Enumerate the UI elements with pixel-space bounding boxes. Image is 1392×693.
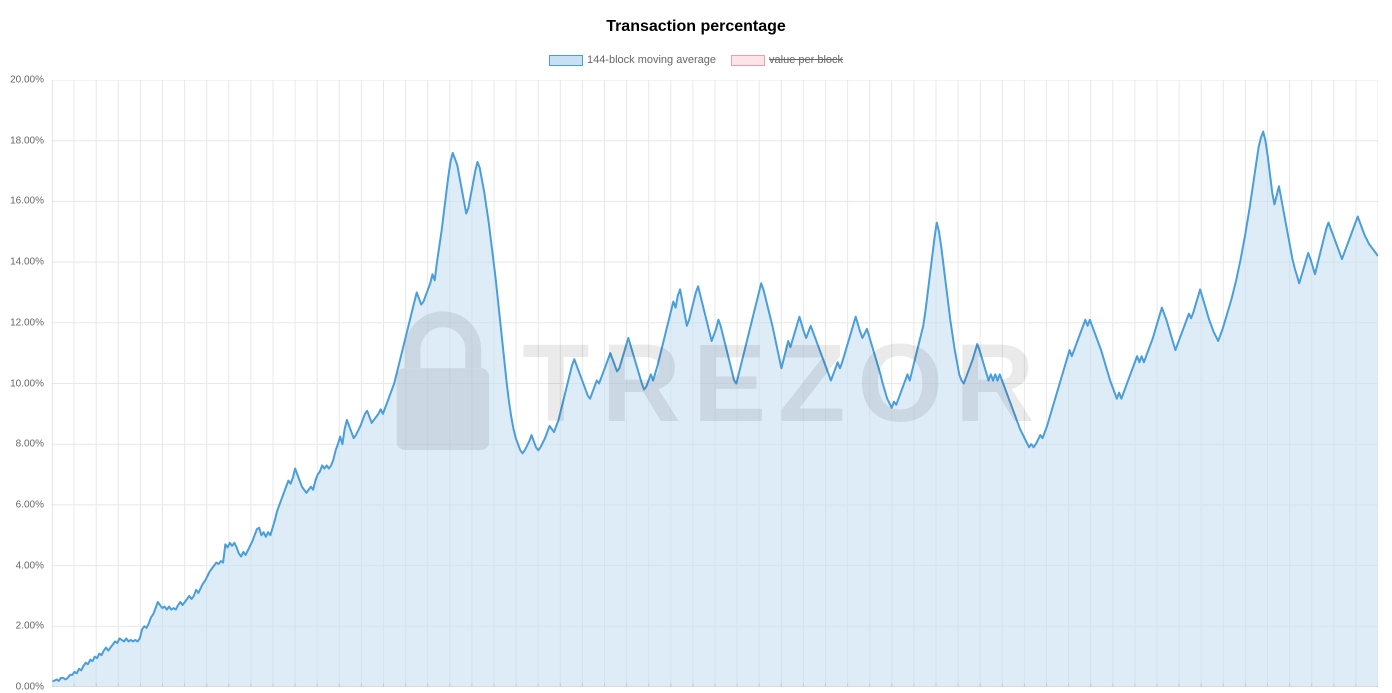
y-tick-label: 6.00% <box>16 499 44 510</box>
y-tick-label: 4.00% <box>16 560 44 571</box>
legend-item-value-per-block[interactable]: value per block <box>731 54 843 66</box>
y-tick-label: 2.00% <box>16 621 44 632</box>
y-tick-label: 0.00% <box>16 682 44 693</box>
legend-swatch <box>549 55 583 66</box>
y-tick-label: 8.00% <box>16 439 44 450</box>
chart-svg <box>52 80 1378 687</box>
chart-legend: 144-block moving average value per block <box>0 54 1392 69</box>
legend-label-disabled: value per block <box>769 54 843 66</box>
legend-label: 144-block moving average <box>587 54 716 66</box>
y-axis-labels: 0.00%2.00%4.00%6.00%8.00%10.00%12.00%14.… <box>0 80 48 687</box>
y-tick-label: 12.00% <box>10 317 44 328</box>
y-tick-label: 14.00% <box>10 257 44 268</box>
chart-container: Transaction percentage 144-block moving … <box>0 0 1392 689</box>
legend-swatch <box>731 55 765 66</box>
y-tick-label: 16.00% <box>10 196 44 207</box>
y-tick-label: 20.00% <box>10 75 44 86</box>
y-tick-label: 10.00% <box>10 378 44 389</box>
y-tick-label: 18.00% <box>10 135 44 146</box>
legend-item-moving-average[interactable]: 144-block moving average <box>549 54 716 66</box>
chart-plot-area[interactable]: TREZOR <box>52 80 1378 687</box>
chart-title: Transaction percentage <box>0 0 1392 36</box>
